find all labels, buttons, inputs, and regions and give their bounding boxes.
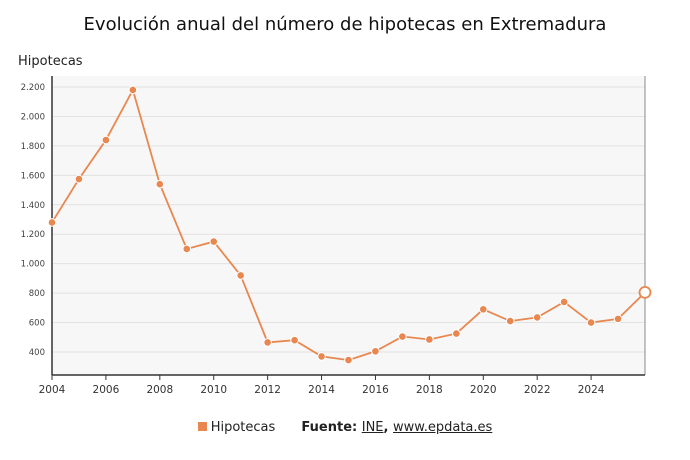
data-point [371,346,380,356]
y-tick-label: 1.800 [21,142,45,152]
source: Fuente: INE, www.epdata.es [301,420,492,435]
data-point [74,174,84,184]
data-point [344,355,353,365]
legend-swatch [197,422,207,431]
y-tick-label: 1.600 [21,171,45,181]
chart-title: Evolución anual del número de hipotecas … [83,14,607,35]
x-tick-label: 2006 [93,384,120,396]
data-point [505,316,515,326]
data-point [532,313,542,322]
y-tick-label: 1.400 [21,201,45,211]
y-tick-label: 400 [29,348,45,358]
data-point [317,352,326,361]
x-tick-label: 2020 [470,384,497,396]
y-axis-label: Hipotecas [18,54,83,69]
x-tick-label: 2008 [146,384,173,396]
data-point [209,237,219,246]
data-point [155,179,165,189]
data-point [47,218,57,227]
legend-item-hipotecas[interactable]: Hipotecas [197,420,276,435]
data-point [182,244,192,254]
x-tick-label: 2018 [416,384,443,396]
y-tick-label: 800 [29,289,45,299]
y-tick-label: 600 [29,319,45,329]
x-tick-label: 2004 [39,384,66,396]
legend-label: Hipotecas [210,420,276,435]
plot-area [52,76,645,375]
x-tick-label: 2012 [254,384,281,396]
x-tick-label: 2022 [524,384,551,396]
y-tick-label: 2.200 [21,83,45,93]
x-tick-label: 2014 [308,384,335,396]
source-separator: , [383,420,389,435]
data-point [586,318,596,327]
source-link-epdata[interactable]: www.epdata.es [393,420,493,435]
data-point [613,314,623,324]
data-point-highlighted [638,285,652,299]
x-tick-label: 2024 [578,384,605,396]
x-tick-label: 2016 [362,384,389,396]
data-point [290,335,299,345]
y-tick-label: 1.000 [21,260,45,270]
data-point [236,271,245,280]
source-prefix: Fuente: [301,420,358,435]
data-point [128,85,138,95]
data-point [559,297,569,307]
legend: Hipotecas Fuente: INE, www.epdata.es [0,420,690,435]
data-point [425,335,434,344]
data-point [263,338,272,347]
data-point [398,332,407,341]
data-point [101,135,111,145]
source-link-ine[interactable]: INE [361,420,384,435]
data-point [478,305,488,314]
x-tick-label: 2010 [200,384,227,396]
data-point [452,329,461,338]
y-tick-label: 1.200 [21,230,45,240]
y-tick-label: 2.000 [21,112,45,122]
